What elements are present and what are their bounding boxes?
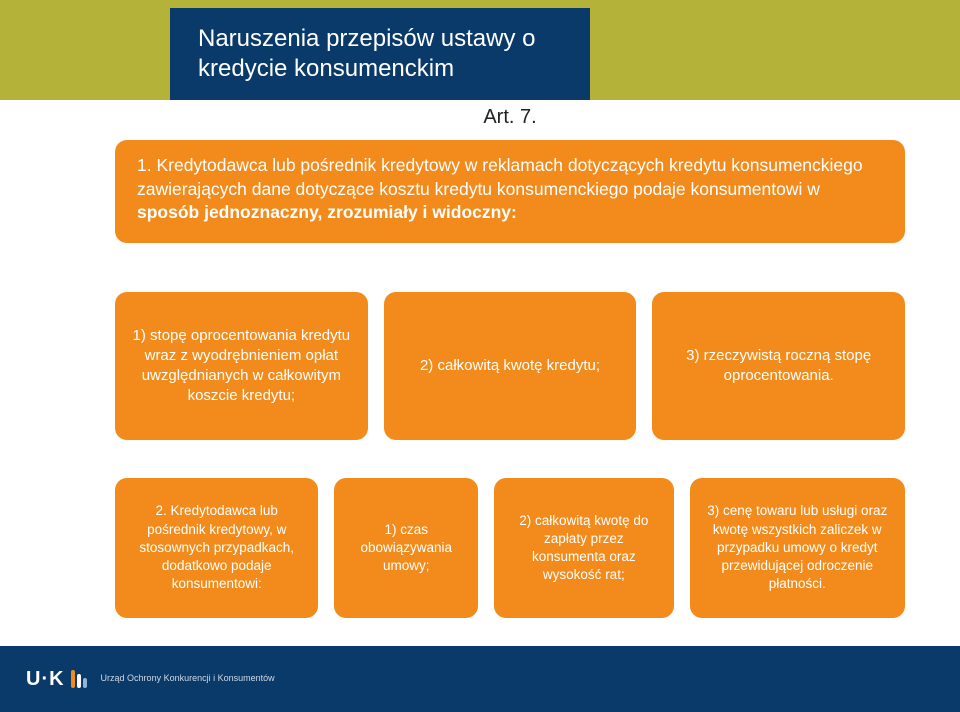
provision-row-1: 1) stopę oprocentowania kredytu wraz z w…	[115, 292, 905, 440]
provision-card: 2) całkowitą kwotę kredytu;	[384, 292, 637, 440]
logo-letters-text: U·K	[26, 668, 65, 691]
uokik-logo: U·K Urząd Ochrony Konkurencji i Konsumen…	[26, 668, 275, 691]
provision-card: 1) stopę oprocentowania kredytu wraz z w…	[115, 292, 368, 440]
logo-subtitle: Urząd Ochrony Konkurencji i Konsumentów	[101, 674, 275, 684]
card-text: 2) całkowitą kwotę do zapłaty przez kons…	[506, 512, 662, 585]
article-heading: Art. 7.	[115, 102, 905, 139]
logo-bar	[83, 678, 87, 688]
provision-card: 3) cenę towaru lub usługi oraz kwotę wsz…	[690, 478, 905, 618]
card-text: 3) cenę towaru lub usługi oraz kwotę wsz…	[702, 502, 893, 593]
card-text: 1) czas obowiązywania umowy;	[346, 521, 466, 576]
provision-row-2: 2. Kredytodawca lub pośrednik kredytowy,…	[115, 478, 905, 618]
main-provision-box: 1. Kredytodawca lub pośrednik kredytowy …	[115, 140, 905, 243]
card-text: 2) całkowitą kwotę kredytu;	[420, 356, 600, 376]
provision-card: 3) rzeczywistą roczną stopę oprocentowan…	[652, 292, 905, 440]
article-text: Art. 7.	[483, 106, 536, 128]
card-text: 1) stopę oprocentowania kredytu wraz z w…	[127, 326, 356, 407]
provision-card: 2. Kredytodawca lub pośrednik kredytowy,…	[115, 478, 318, 618]
card-text: 2. Kredytodawca lub pośrednik kredytowy,…	[127, 502, 306, 593]
logo-bar	[77, 674, 81, 688]
main-text-bold: sposób jednoznaczny, zrozumiały i widocz…	[137, 202, 517, 222]
provision-card: 1) czas obowiązywania umowy;	[334, 478, 478, 618]
title-text: Naruszenia przepisów ustawy o kredycie k…	[198, 25, 536, 82]
logo-letters: U·K	[26, 668, 87, 691]
footer-bar: U·K Urząd Ochrony Konkurencji i Konsumen…	[0, 646, 960, 712]
provision-card: 2) całkowitą kwotę do zapłaty przez kons…	[494, 478, 674, 618]
slide-title: Naruszenia przepisów ustawy o kredycie k…	[170, 8, 590, 100]
logo-bar	[71, 670, 75, 688]
main-text-prefix: 1. Kredytodawca lub pośrednik kredytowy …	[137, 155, 863, 199]
logo-mark-icon	[71, 670, 87, 688]
card-text: 3) rzeczywistą roczną stopę oprocentowan…	[664, 346, 893, 387]
